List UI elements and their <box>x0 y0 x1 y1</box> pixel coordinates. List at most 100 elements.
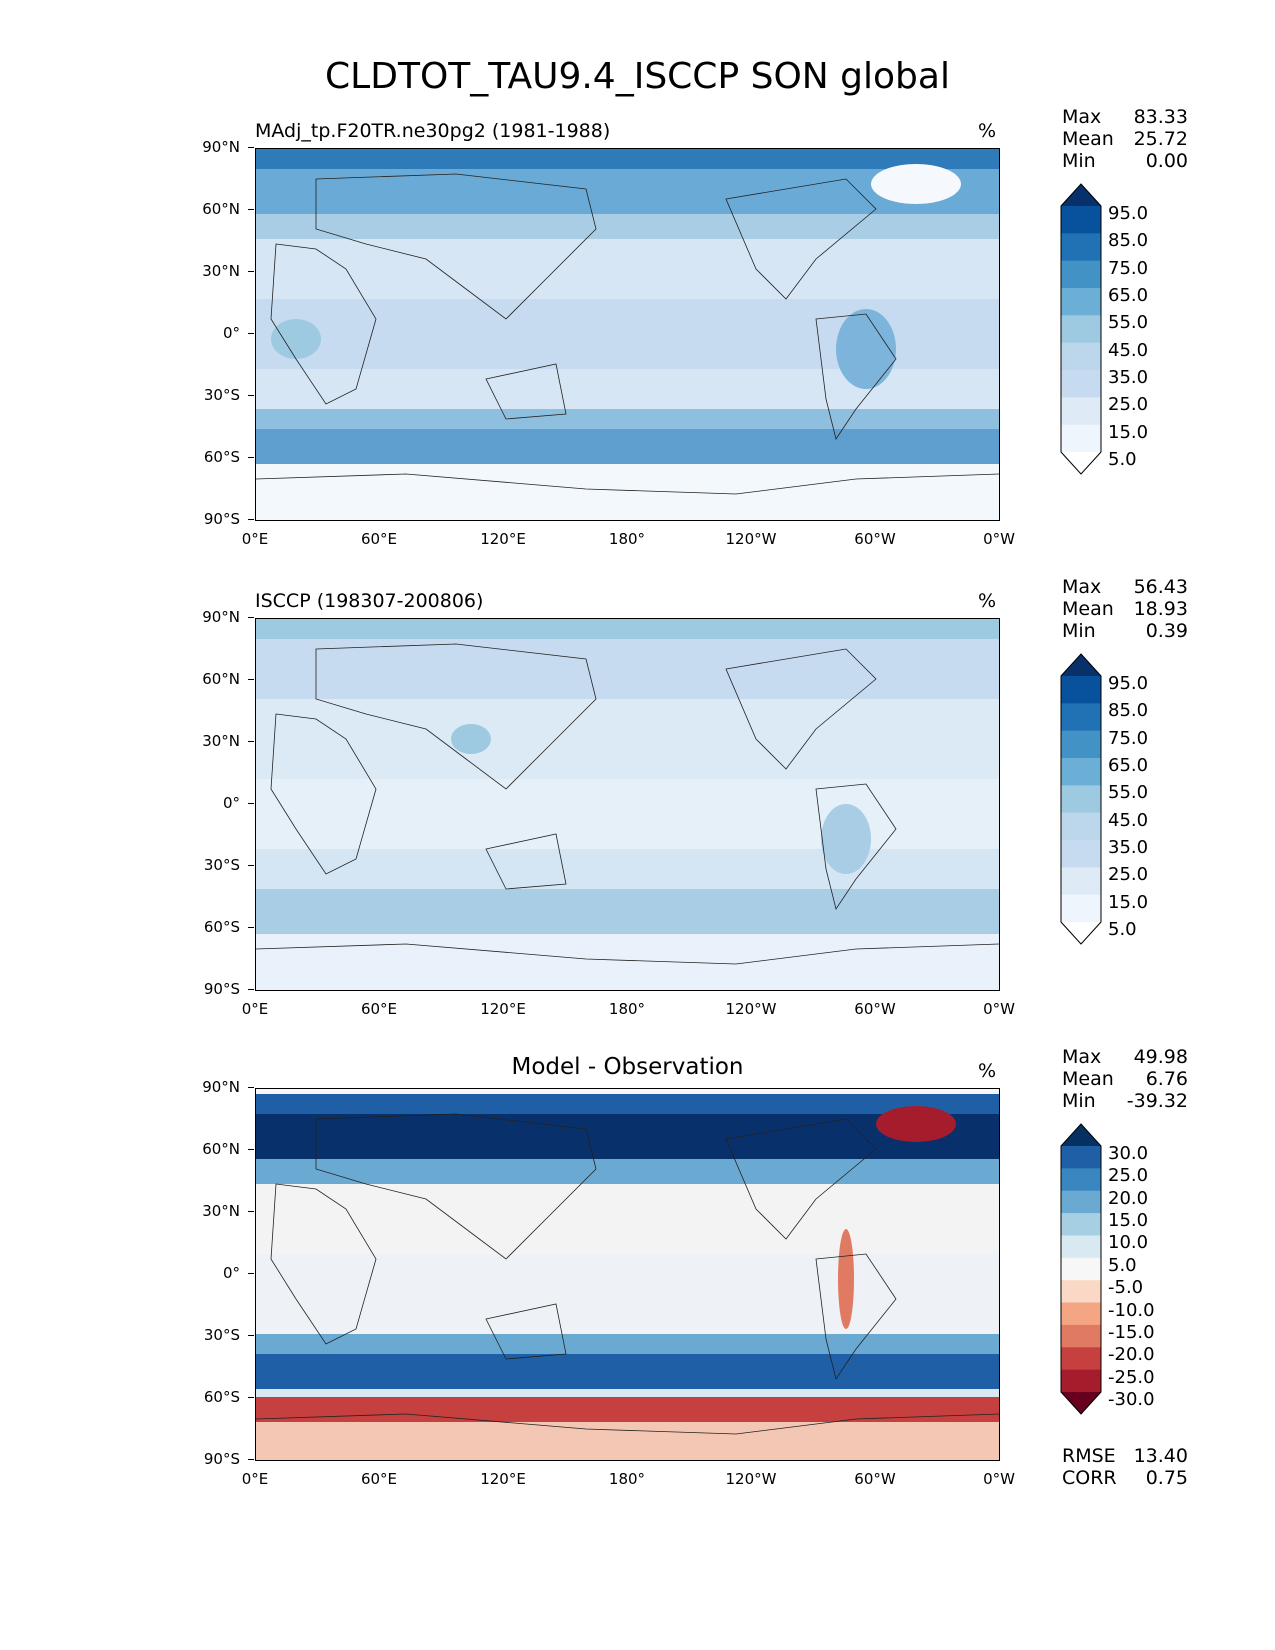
lat-tick: 90°N <box>185 1078 254 1096</box>
lon-tick: 60°W <box>854 1000 896 1018</box>
colorbar-tick-label: 95.0 <box>1108 673 1149 694</box>
colorbar-segment <box>1061 758 1101 786</box>
lat-tick: 60°N <box>185 1140 254 1158</box>
corr-value: 0.75 <box>1145 1467 1188 1489</box>
colorbar: 95.0 85.0 75.0 65.0 55.0 45.0 35.0 25.0 15.0 5.0 <box>1060 183 1148 479</box>
lat-tick: 30°N <box>185 1202 254 1220</box>
colorbar-segment <box>1061 206 1101 234</box>
colorbar-outline <box>1060 183 1102 475</box>
lon-tick: 0°E <box>241 1470 269 1488</box>
min-label: Min <box>1062 150 1096 172</box>
lon-tick: 120°E <box>480 530 526 548</box>
mean-label: Mean <box>1062 128 1114 150</box>
mean-value: 6.76 <box>1145 1068 1188 1090</box>
mean-label: Mean <box>1062 598 1114 620</box>
colorbar-tick-label: 25.0 <box>1108 864 1149 886</box>
max-value: 83.33 <box>1133 106 1188 128</box>
panel-model: MAdj_tp.F20TR.ne30pg2 (1981-1988) % 90°N… <box>0 106 1275 580</box>
colorbar-tick-label: 55.0 <box>1108 782 1149 804</box>
lat-tick: 90°S <box>185 980 254 998</box>
colorbar-tick-label: -15.0 <box>1108 1321 1155 1343</box>
panel-title: MAdj_tp.F20TR.ne30pg2 (1981-1988) <box>255 120 611 142</box>
colorbar-tick-label: 10.0 <box>1108 1232 1149 1254</box>
lon-tick: 0°W <box>983 530 1015 548</box>
lon-tick: 180° <box>608 530 646 548</box>
rmse-value: 13.40 <box>1133 1445 1188 1467</box>
colorbar-outline <box>1060 653 1102 945</box>
colorbar-segment <box>1061 1257 1101 1281</box>
lat-tick: 30°N <box>185 262 254 280</box>
lat-tick: 0° <box>185 1264 254 1282</box>
colorbar-segment <box>1061 1280 1101 1304</box>
lon-tick: 60°E <box>360 1470 398 1488</box>
lat-tick: 30°N <box>185 732 254 750</box>
colorbar-segment <box>1061 730 1101 759</box>
lon-tick: 0°W <box>983 1470 1015 1488</box>
colorbar-segment <box>1061 260 1101 289</box>
colorbar-segment <box>1061 676 1101 704</box>
lon-tick: 120°W <box>725 530 777 548</box>
lon-tick: 60°E <box>360 1000 398 1018</box>
lon-tick: 120°E <box>480 1470 526 1488</box>
lon-tick: 180° <box>608 1000 646 1018</box>
units-label: % <box>978 590 997 612</box>
panel-observation: ISCCP (198307-200806) % 90°N 60°N 30°N 0… <box>0 576 1275 1050</box>
lat-tick: 30°S <box>185 1326 254 1344</box>
lon-tick: 0°E <box>241 530 269 548</box>
colorbar-tick-label: 15.0 <box>1108 891 1149 913</box>
units-label: % <box>978 120 997 142</box>
max-value: 49.98 <box>1133 1046 1188 1068</box>
colorbar-segment <box>1061 233 1101 262</box>
lon-tick: 120°W <box>725 1000 777 1018</box>
lat-tick: 60°N <box>185 200 254 218</box>
map-difference <box>255 1088 1000 1461</box>
max-value: 56.43 <box>1133 576 1188 598</box>
colorbar-tick-label: 85.0 <box>1108 230 1149 252</box>
colorbar-tick-label: 65.0 <box>1108 285 1149 306</box>
lat-tick: 30°S <box>185 856 254 874</box>
colorbar-tick-label: 5.0 <box>1108 449 1137 470</box>
colorbar-segment <box>1061 315 1101 344</box>
colorbar-segment <box>1061 1302 1101 1326</box>
lat-tick: 60°S <box>185 918 254 936</box>
panel-difference: Model - Observation % 90°N 60°N 30°N 0° <box>0 1046 1275 1520</box>
lon-tick: 60°W <box>854 1470 896 1488</box>
stats-block: Max 83.33 Mean 25.72 Min 0.00 <box>1062 106 1188 172</box>
colorbar-tick-label: 35.0 <box>1108 367 1149 388</box>
colorbar-tick-label: 55.0 <box>1108 312 1149 334</box>
colorbar-segment <box>1061 867 1101 896</box>
colorbar-tick-label: 20.0 <box>1108 1187 1149 1209</box>
colorbar-segment <box>1061 342 1101 371</box>
colorbar-segment <box>1061 785 1101 814</box>
colorbar-tick-label: 45.0 <box>1108 809 1149 831</box>
min-value: 0.00 <box>1145 150 1188 172</box>
max-label: Max <box>1062 576 1102 598</box>
colorbar-extend-top <box>1061 654 1101 676</box>
colorbar-segment <box>1061 397 1101 426</box>
min-value: 0.39 <box>1145 620 1188 642</box>
colorbar-segment <box>1061 288 1101 316</box>
panel-title: Model - Observation <box>511 1054 744 1080</box>
lon-tick: 60°W <box>854 530 896 548</box>
colorbar-segment <box>1061 1213 1101 1236</box>
lon-tick: 0°E <box>241 1000 269 1018</box>
min-label: Min <box>1062 1090 1096 1112</box>
figure-title: CLDTOT_TAU9.4_ISCCP SON global <box>325 56 950 97</box>
colorbar-tick-label: -10.0 <box>1108 1299 1155 1321</box>
lat-tick: 90°N <box>185 138 254 156</box>
corr-label: CORR <box>1062 1467 1117 1489</box>
colorbar-tick-label: 30.0 <box>1108 1143 1149 1164</box>
colorbar-tick-label: 45.0 <box>1108 339 1149 361</box>
colorbar-segment <box>1061 812 1101 841</box>
colorbar-segment <box>1061 370 1101 398</box>
max-label: Max <box>1062 106 1102 128</box>
colorbar-tick-label: 75.0 <box>1108 727 1149 749</box>
colorbar-tick-label: 15.0 <box>1108 421 1149 443</box>
min-value: -39.32 <box>1126 1090 1188 1112</box>
map-observation <box>255 618 1000 991</box>
colorbar-segment <box>1061 424 1101 453</box>
lat-tick: 60°N <box>185 670 254 688</box>
colorbar-extend-top <box>1061 184 1101 206</box>
colorbar-segment <box>1061 1369 1101 1393</box>
colorbar-extend-bottom <box>1061 922 1101 944</box>
